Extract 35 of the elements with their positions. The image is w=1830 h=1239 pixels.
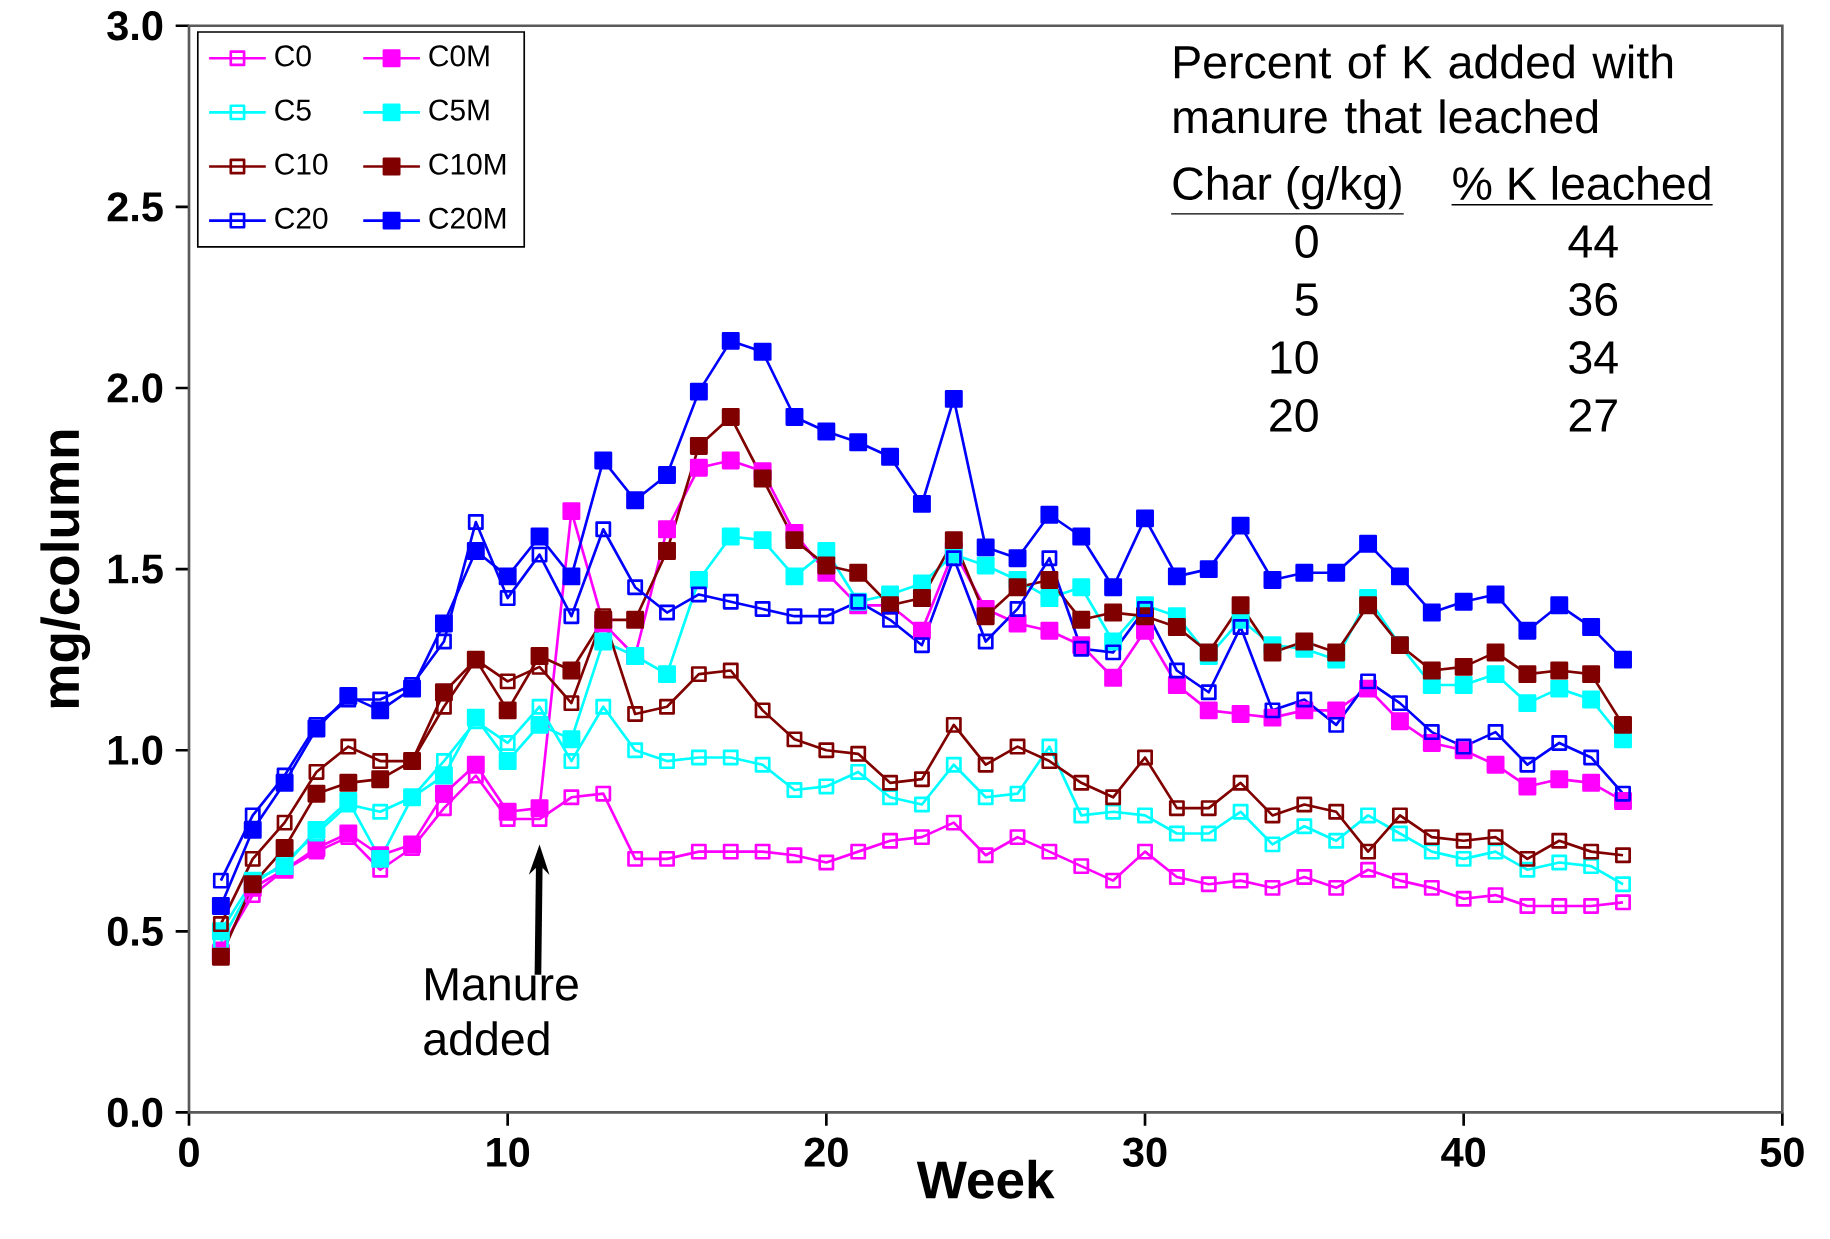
legend-label: C0 xyxy=(275,45,311,67)
x-tick-label: 20 xyxy=(804,1137,848,1167)
y-axis-title: mg/column xyxy=(40,430,91,708)
annotation: Char (g/kg) xyxy=(1173,165,1401,210)
legend-label: C5 xyxy=(275,99,311,121)
legend-label: C5M xyxy=(429,99,489,121)
legend-label: C0M xyxy=(429,45,489,67)
legend-label: C20 xyxy=(275,207,328,229)
y-tick-label: 1.5 xyxy=(108,554,163,584)
y-tick-label: 0.0 xyxy=(107,1097,163,1128)
x-tick-label: 10 xyxy=(487,1137,530,1167)
x-tick-label: 0 xyxy=(179,1137,199,1167)
annotation: 20 xyxy=(1270,398,1318,432)
annotation: 5 xyxy=(1295,283,1318,316)
annotation: 10 xyxy=(1271,340,1318,374)
y-tick-label: 3.0 xyxy=(107,11,163,41)
x-tick-label: 30 xyxy=(1122,1137,1167,1167)
annotation: 27 xyxy=(1569,398,1617,432)
y-tick-label: 2.0 xyxy=(107,373,163,403)
x-axis-title: Week xyxy=(916,1159,1055,1199)
annotation: 0 xyxy=(1295,225,1318,259)
y-tick-label: 2.5 xyxy=(107,192,163,222)
annotation: % K leached xyxy=(1453,165,1710,201)
annotation: Percent of K added with manure that leached xyxy=(1174,44,1673,134)
annotation: 36 xyxy=(1569,283,1618,316)
legend-label: C10M xyxy=(429,153,506,175)
annotation: 44 xyxy=(1568,225,1618,258)
y-tick-label: 1.0 xyxy=(108,735,163,765)
y-tick-label: 0.5 xyxy=(107,916,163,946)
x-tick-label: 50 xyxy=(1760,1137,1804,1167)
annotation: Manure added xyxy=(424,968,578,1056)
annotation: 34 xyxy=(1569,340,1618,374)
legend-label: C20M xyxy=(429,207,506,229)
legend-label: C10 xyxy=(275,153,328,175)
x-tick-label: 40 xyxy=(1441,1137,1486,1167)
